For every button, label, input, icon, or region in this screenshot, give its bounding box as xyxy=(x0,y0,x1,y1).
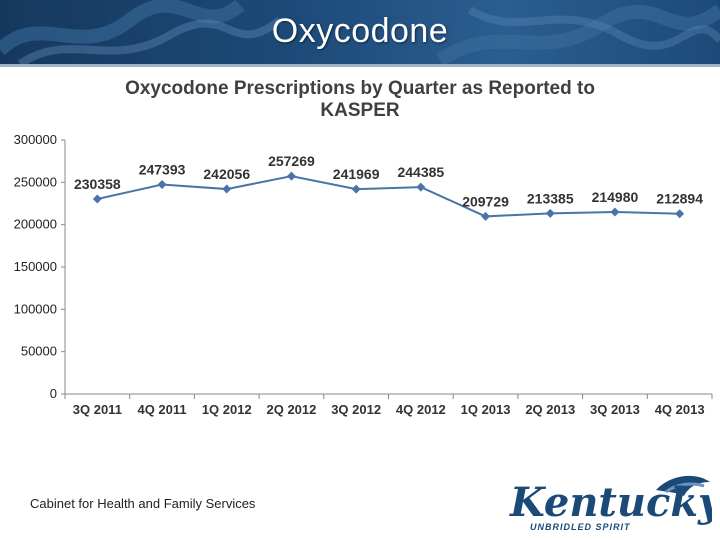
data-label: 242056 xyxy=(203,166,250,182)
chart-title-line-2: KASPER xyxy=(320,100,399,121)
kentucky-logo: Kentucky UNBRIDLED SPIRIT xyxy=(509,475,712,532)
data-label: 230358 xyxy=(74,176,121,192)
x-tick-label: 1Q 2013 xyxy=(461,402,511,417)
x-tick-label: 2Q 2013 xyxy=(525,402,575,417)
x-tick-label: 3Q 2013 xyxy=(590,402,640,417)
data-label: 244385 xyxy=(397,164,444,180)
slide-header: Oxycodone xyxy=(0,0,720,64)
logo-tagline: UNBRIDLED SPIRIT xyxy=(530,522,631,532)
y-tick-label: 0 xyxy=(50,386,57,401)
data-point xyxy=(157,180,167,190)
data-label: 213385 xyxy=(527,190,574,206)
y-tick-label: 100000 xyxy=(14,301,57,316)
chart-title-line-1: Oxycodone Prescriptions by Quarter as Re… xyxy=(125,78,595,99)
header-swirl-pattern xyxy=(0,0,720,64)
data-label: 241969 xyxy=(333,166,380,182)
y-tick-label: 50000 xyxy=(21,344,57,359)
data-point xyxy=(416,182,426,192)
data-label: 257269 xyxy=(268,153,315,169)
y-tick-label: 150000 xyxy=(14,259,57,274)
x-tick-label: 2Q 2012 xyxy=(267,402,317,417)
data-point xyxy=(675,209,685,219)
data-point xyxy=(481,211,491,221)
data-label: 209729 xyxy=(462,193,509,209)
x-tick-label: 3Q 2011 xyxy=(73,402,122,417)
data-point xyxy=(351,184,361,194)
y-tick-label: 300000 xyxy=(14,132,57,147)
series-line xyxy=(97,175,680,218)
x-tick-label: 1Q 2012 xyxy=(202,402,252,417)
slide-title: Oxycodone xyxy=(271,12,449,50)
x-tick-label: 3Q 2012 xyxy=(331,402,381,417)
data-label: 212894 xyxy=(656,191,703,207)
data-label: 247393 xyxy=(139,162,186,178)
line-chart: Oxycodone Prescriptions by Quarter as Re… xyxy=(14,78,713,417)
footer-text: Cabinet for Health and Family Services xyxy=(30,496,256,511)
data-label: 214980 xyxy=(592,189,639,205)
plot-area: 0 50000 100000 150000 200000 250000 300000 3Q 2… xyxy=(14,132,713,417)
x-tick-label: 4Q 2012 xyxy=(396,402,446,417)
data-point xyxy=(610,207,620,217)
data-point xyxy=(286,171,296,181)
header-divider xyxy=(0,64,720,67)
data-point xyxy=(92,194,102,204)
y-tick-label: 200000 xyxy=(14,217,57,232)
y-tick-label: 250000 xyxy=(14,174,57,189)
data-point xyxy=(545,208,555,218)
x-tick-label: 4Q 2013 xyxy=(655,402,705,417)
data-point xyxy=(222,184,232,194)
logo-wordmark: Kentucky xyxy=(509,479,712,526)
x-tick-label: 4Q 2011 xyxy=(137,402,186,417)
